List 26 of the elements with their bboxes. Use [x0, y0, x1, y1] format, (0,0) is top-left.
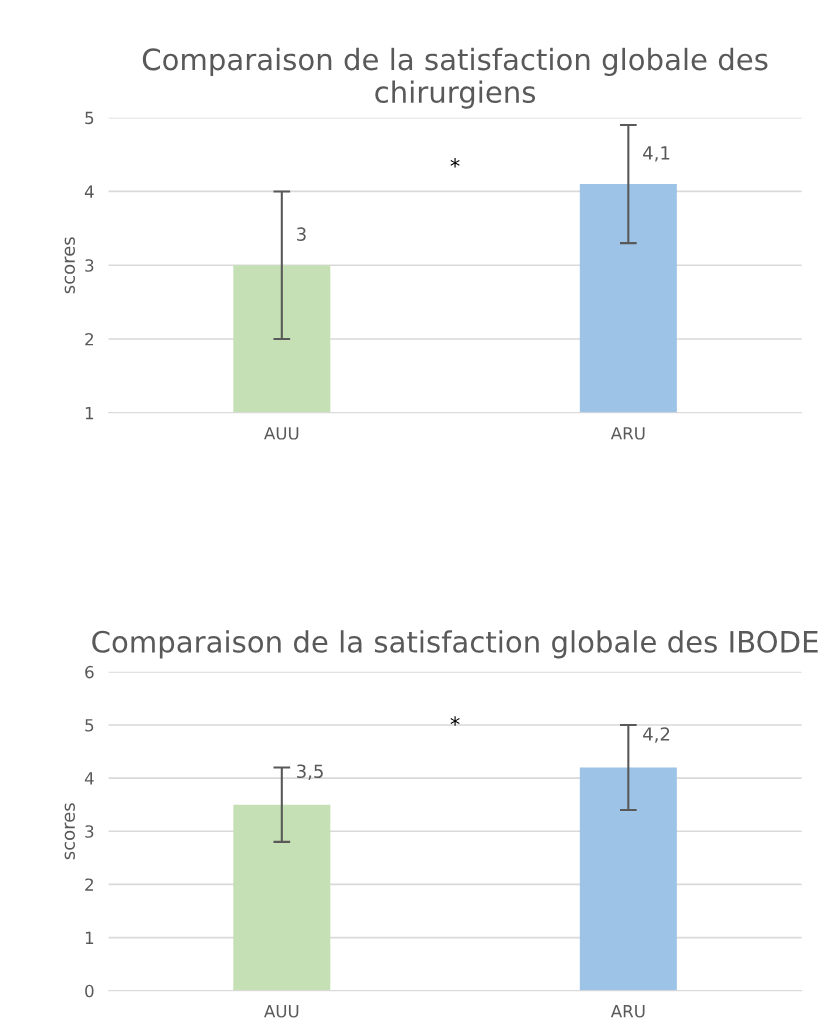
- data-label: 4,2: [643, 727, 670, 743]
- x-tick-label: ARU: [610, 427, 645, 440]
- data-label: 3,5: [297, 764, 323, 780]
- y-tick-label: 3: [85, 825, 94, 838]
- x-tick-label: AUU: [264, 427, 299, 440]
- y-tick-label: 5: [85, 719, 94, 732]
- data-label: 4,1: [643, 146, 670, 162]
- y-tick-label: 3: [85, 259, 94, 272]
- y-axis-title: scores: [64, 237, 75, 294]
- chart-title: Comparaison de la satisfaction globale des IBODE: [92, 630, 818, 659]
- annotation: *: [450, 158, 460, 168]
- y-tick-label: 5: [85, 111, 94, 125]
- data-label: 3: [297, 227, 306, 241]
- y-tick-label: 4: [84, 185, 94, 198]
- x-tick-label: ARU: [610, 1005, 645, 1018]
- y-tick-label: 2: [85, 332, 93, 346]
- y-tick-label: 1: [85, 931, 94, 944]
- x-tick-label: AUU: [264, 1005, 299, 1018]
- y-tick-label: 6: [85, 665, 94, 679]
- y-tick-label: 4: [84, 772, 94, 785]
- annotation: *: [450, 716, 460, 726]
- y-tick-label: 1: [85, 406, 94, 420]
- y-tick-label: 0: [85, 984, 94, 998]
- chart-title: Comparaison de la satisfaction globale des chirurgiens: [142, 47, 768, 109]
- y-axis-title: scores: [64, 803, 75, 860]
- y-tick-label: 2: [85, 878, 93, 891]
